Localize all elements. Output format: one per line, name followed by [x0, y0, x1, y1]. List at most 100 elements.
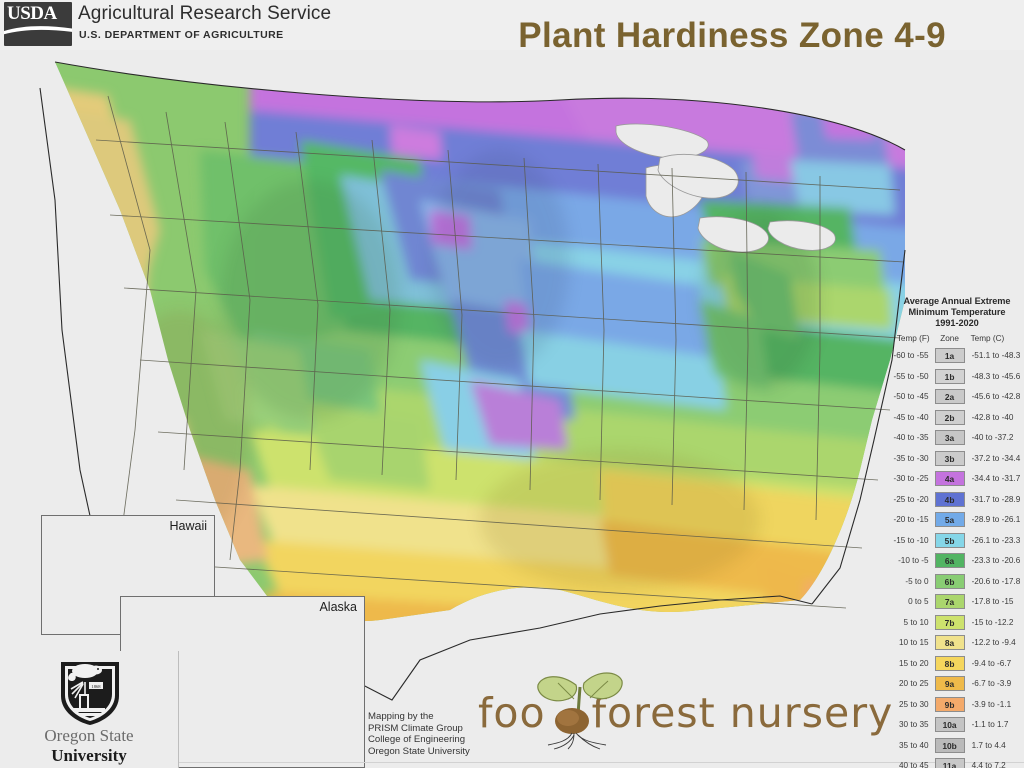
page-header: USDA Agricultural Research Service U.S. …: [0, 0, 1024, 50]
food-forest-nursery-wordmark: foo forest nursery: [478, 689, 892, 737]
legend-zone-swatch: 9a: [934, 676, 965, 692]
osu-shield-icon: 1868: [61, 662, 119, 725]
legend-temp-f: 30 to 35: [898, 720, 929, 730]
legend-row: 0 to 5 7a -17.8 to -15: [893, 592, 1021, 613]
credit-line1: Mapping by the: [368, 711, 434, 722]
legend-temp-c: -48.3 to -45.6: [971, 371, 1021, 381]
legend-zone-cell: 10a: [933, 715, 967, 736]
legend-zone-cell: 7a: [933, 592, 967, 613]
seedling-sprout-icon: [537, 672, 623, 750]
osu-shield-year: 1868: [91, 684, 101, 689]
legend-zone-cell: 1b: [933, 366, 967, 387]
legend-temp-f: 35 to 40: [898, 740, 929, 750]
legend-temp-f: -40 to -35: [893, 433, 929, 443]
legend-temp-f: -50 to -45: [893, 392, 929, 402]
legend-temp-c: -45.6 to -42.8: [971, 392, 1021, 402]
legend-row: 5 to 10 7b -15 to -12.2: [893, 612, 1021, 633]
legend-zone-swatch: 11a: [934, 758, 965, 768]
legend-zone-swatch: 9b: [934, 696, 965, 712]
legend-temp-f: -15 to -10: [893, 535, 929, 545]
legend-temp-c: -34.4 to -31.7: [971, 474, 1021, 484]
agency-name: Agricultural Research Service: [78, 3, 332, 24]
legend-temp-c: -31.7 to -28.9: [971, 494, 1021, 504]
legend-col-temp-f: Temp (F): [896, 333, 930, 343]
legend-row: -50 to -45 2a -45.6 to -42.8: [893, 387, 1021, 408]
legend-temp-c: -20.6 to -17.8: [971, 576, 1021, 586]
ffn-text-left: foo: [478, 689, 546, 737]
legend-row: -10 to -5 6a -23.3 to -20.6: [893, 551, 1021, 572]
alaska-inset-label: Alaska: [319, 600, 357, 614]
legend-temp-c: -23.3 to -20.6: [971, 556, 1021, 566]
legend-temp-c: -3.9 to -1.1: [971, 699, 1012, 709]
legend-temp-f: 25 to 30: [898, 699, 929, 709]
legend-zone-cell: 2a: [933, 387, 967, 408]
legend-temp-c: -51.1 to -48.3: [971, 351, 1021, 361]
bottom-divider: [0, 762, 1024, 763]
legend-zone-cell: 3a: [933, 428, 967, 449]
ffn-text-right: forest nursery: [591, 689, 894, 737]
legend-zone-swatch: 8a: [934, 635, 965, 651]
osu-name-line1: Oregon State: [44, 726, 134, 745]
legend-row: 10 to 15 8a -12.2 to -9.4: [893, 633, 1021, 654]
legend-title: Average Annual Extreme Minimum Temperatu…: [893, 296, 1021, 330]
legend-row: 25 to 30 9b -3.9 to -1.1: [893, 694, 1021, 715]
legend-zone-swatch: 10b: [934, 737, 965, 753]
oregon-state-university-branding: 1868 Oregon State University: [0, 651, 179, 768]
legend-zone-swatch: 2b: [934, 409, 965, 425]
legend-zone-swatch: 6b: [934, 573, 965, 589]
food-forest-nursery-logo: foo forest nursery: [478, 655, 892, 755]
legend-temp-f: -30 to -25: [893, 474, 929, 484]
usda-swoosh-icon: [4, 26, 72, 38]
legend-zone-swatch: 1b: [934, 368, 965, 384]
legend-zone-cell: 9b: [933, 694, 967, 715]
legend-temp-f: -60 to -55: [893, 351, 929, 361]
legend-row: 15 to 20 8b -9.4 to -6.7: [893, 653, 1021, 674]
state-boundaries: [95, 95, 905, 609]
legend-temp-c: 4.4 to 7.2: [971, 761, 1006, 768]
legend-zone-swatch: 7b: [934, 614, 965, 630]
legend-zone-cell: 4a: [933, 469, 967, 490]
legend-col-temp-c: Temp (C): [970, 333, 1005, 343]
legend-title-line2: Minimum Temperature: [908, 307, 1006, 318]
legend-temp-f: -35 to -30: [893, 453, 929, 463]
legend-temp-c: -1.1 to 1.7: [971, 720, 1009, 730]
legend-zone-swatch: 5a: [934, 512, 965, 528]
legend-zone-cell: 3b: [933, 448, 967, 469]
legend-temp-c: -15 to -12.2: [971, 617, 1014, 627]
legend-title-line1: Average Annual Extreme: [903, 296, 1011, 306]
legend-temp-c: -28.9 to -26.1: [971, 515, 1021, 525]
legend-temp-c: -9.4 to -6.7: [971, 658, 1012, 668]
legend-zone-swatch: 1a: [934, 348, 965, 364]
legend-zone-cell: 8b: [933, 653, 967, 674]
legend-temp-c: -6.7 to -3.9: [971, 679, 1012, 689]
legend-temp-f: 10 to 15: [898, 638, 929, 648]
legend-temp-f: 20 to 25: [898, 679, 929, 689]
legend-temp-f: 0 to 5: [908, 597, 929, 607]
legend-zone-cell: 7b: [933, 612, 967, 633]
legend-zone-swatch: 6a: [934, 553, 965, 569]
legend-zone-swatch: 7a: [934, 594, 965, 610]
usda-logo: USDA: [4, 2, 72, 46]
legend-row: -20 to -15 5a -28.9 to -26.1: [893, 510, 1021, 531]
legend-row: 20 to 25 9a -6.7 to -3.9: [893, 674, 1021, 695]
hawaii-inset-label: Hawaii: [169, 519, 207, 533]
legend-zone-swatch: 3a: [934, 430, 965, 446]
legend-zone-swatch: 5b: [934, 532, 965, 548]
mapping-credit: Mapping by the PRISM Climate Group Colle…: [368, 711, 470, 757]
usda-logo-box: USDA: [4, 2, 72, 46]
legend-title-line3: 1991-2020: [935, 318, 979, 329]
legend-temp-c: -17.8 to -15: [971, 597, 1014, 607]
legend-temp-c: -42.8 to -40: [971, 412, 1014, 422]
legend-header-row: Temp (F) Zone Temp (C): [893, 334, 1021, 346]
credit-line4: Oregon State University: [368, 745, 470, 757]
legend-table: Temp (F) Zone Temp (C) -60 to -55 1a -51.1…: [893, 334, 1021, 768]
legend-zone-swatch: 4a: [934, 471, 965, 487]
legend-row: 35 to 40 10b 1.7 to 4.4: [893, 735, 1021, 756]
legend-zone-cell: 10b: [933, 735, 967, 756]
legend-temp-f: -45 to -40: [893, 412, 929, 422]
legend-zone-swatch: 10a: [934, 717, 965, 733]
legend-zone-cell: 8a: [933, 633, 967, 654]
legend-col-zone: Zone: [940, 333, 959, 343]
osu-name-line2: University: [51, 746, 127, 765]
